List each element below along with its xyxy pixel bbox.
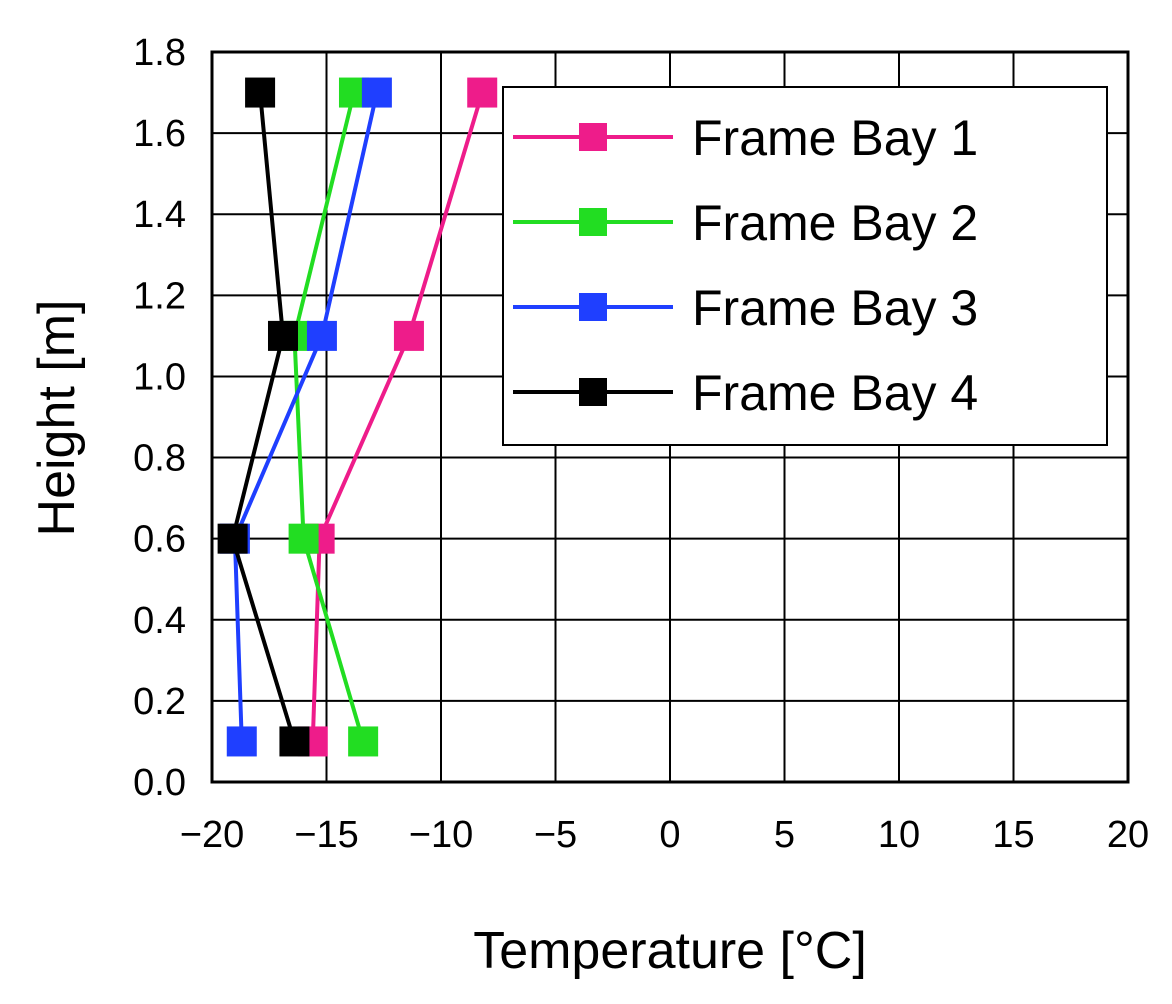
x-tick-labels: −20 −15 −10 −5 0 5 10 15 20 bbox=[180, 814, 1149, 856]
x-tick-label: −10 bbox=[409, 814, 473, 856]
legend-item: Frame Bay 4 bbox=[513, 365, 978, 421]
y-tick-label: 0.0 bbox=[133, 762, 186, 804]
series-line bbox=[310, 91, 485, 742]
y-tick-label: 1.2 bbox=[133, 275, 186, 317]
data-point bbox=[348, 726, 379, 757]
y-tick-labels: 0.0 0.2 0.4 0.6 0.8 1.0 1.2 1.4 1.6 1.8 bbox=[133, 32, 186, 804]
data-point bbox=[467, 77, 498, 108]
x-axis-label: Temperature [°C] bbox=[473, 922, 867, 980]
data-point bbox=[226, 726, 257, 757]
y-tick-label: 0.4 bbox=[133, 600, 186, 642]
legend-label: Frame Bay 4 bbox=[692, 365, 978, 421]
y-axis-label: Height [m] bbox=[28, 300, 86, 537]
series-1 bbox=[297, 77, 498, 757]
legend: Frame Bay 1 Frame Bay 2 Frame Bay 3 Frame B… bbox=[502, 86, 1108, 446]
y-tick-label: 0.6 bbox=[133, 519, 186, 561]
data-point bbox=[361, 77, 392, 108]
x-tick-label: −15 bbox=[294, 814, 358, 856]
series-2 bbox=[279, 77, 379, 757]
data-point bbox=[245, 77, 276, 108]
data-point bbox=[217, 523, 248, 554]
y-tick-label: 1.8 bbox=[133, 32, 186, 74]
legend-marker bbox=[579, 378, 607, 406]
x-tick-label: 0 bbox=[659, 814, 680, 856]
legend-item: Frame Bay 2 bbox=[513, 195, 978, 251]
legend-marker bbox=[579, 208, 607, 236]
legend-item: Frame Bay 3 bbox=[513, 280, 978, 336]
series-4 bbox=[217, 77, 310, 757]
y-tick-label: 1.4 bbox=[133, 194, 186, 236]
legend-label: Frame Bay 1 bbox=[692, 110, 978, 166]
y-tick-label: 0.2 bbox=[133, 681, 186, 723]
data-point bbox=[393, 320, 424, 351]
series-3 bbox=[219, 77, 392, 757]
x-tick-label: 20 bbox=[1107, 814, 1149, 856]
legend-marker bbox=[579, 293, 607, 321]
legend-marker bbox=[579, 123, 607, 151]
x-tick-label: 10 bbox=[878, 814, 920, 856]
series-layer bbox=[217, 77, 498, 757]
y-tick-label: 1.0 bbox=[133, 356, 186, 398]
series-line bbox=[292, 92, 366, 743]
plot-frame bbox=[210, 50, 1130, 784]
data-point bbox=[279, 726, 310, 757]
y-tick-label: 0.8 bbox=[133, 438, 186, 480]
x-tick-label: 15 bbox=[992, 814, 1034, 856]
legend-label: Frame Bay 3 bbox=[692, 280, 978, 336]
series-line bbox=[232, 92, 379, 742]
x-tick-label: 5 bbox=[774, 814, 795, 856]
x-tick-label: −20 bbox=[180, 814, 244, 856]
legend-label: Frame Bay 2 bbox=[692, 195, 978, 251]
x-tick-label: −5 bbox=[534, 814, 577, 856]
data-point bbox=[288, 523, 319, 554]
series-line bbox=[230, 92, 297, 743]
legend-item: Frame Bay 1 bbox=[513, 110, 978, 166]
data-point bbox=[267, 320, 298, 351]
data-point bbox=[306, 320, 337, 351]
y-tick-label: 1.6 bbox=[133, 113, 186, 155]
